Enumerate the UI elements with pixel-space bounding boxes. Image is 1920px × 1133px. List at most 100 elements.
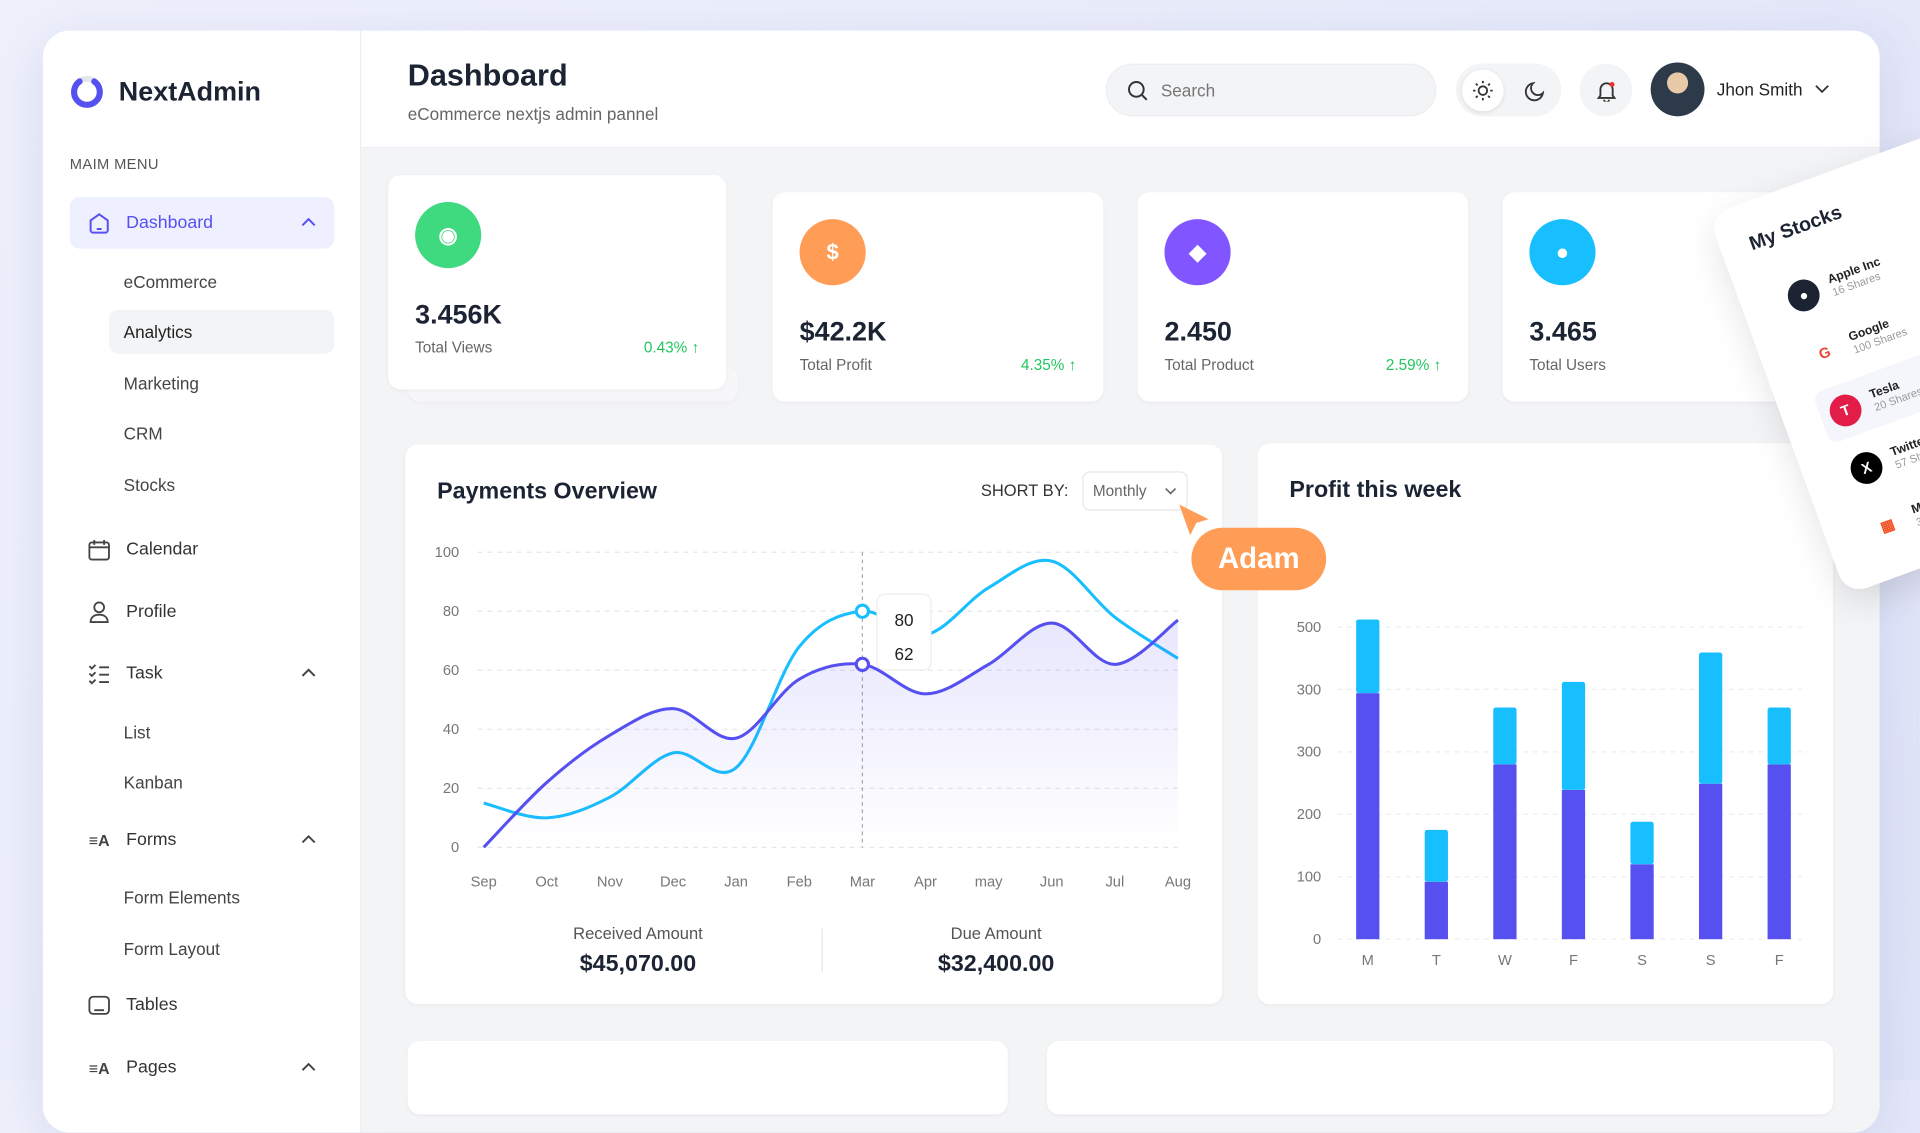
- bar-segment: [1561, 789, 1586, 940]
- bar-segment: [1630, 864, 1654, 940]
- bar-segment: [1356, 693, 1380, 940]
- profit-week-card: Profit this week: [1257, 443, 1834, 1005]
- avatar: [1650, 62, 1705, 117]
- y-tick-label: 0: [451, 840, 459, 856]
- y-tick-label: 100: [1297, 870, 1322, 886]
- y-tick-label: 300: [1297, 745, 1322, 761]
- search-icon: [1128, 80, 1148, 100]
- payments-line-chart: 0 20 40 60 80 100 Sep Oct Nov Dec Jan Feb Mar Apr may J…: [435, 545, 1191, 891]
- x-tick-label: Aug: [1165, 875, 1191, 891]
- received-value: $45,070.00: [579, 951, 697, 978]
- sidebar-subitem-marketing[interactable]: Marketing: [123, 373, 199, 394]
- sidebar-item-label: Pages: [126, 1057, 177, 1078]
- x-tick-label: T: [1432, 953, 1441, 969]
- profit-bar-chart: 0 100 200 300 300 500 M T W F S S F: [1297, 619, 1809, 969]
- sort-value: Monthly: [1092, 482, 1147, 500]
- x-tick-label: S: [1706, 953, 1716, 969]
- sidebar-subitem-kanban[interactable]: Kanban: [123, 772, 183, 793]
- sidebar-subitem-list[interactable]: List: [123, 722, 151, 743]
- stat-label: Total Views: [415, 339, 493, 357]
- series-line: [482, 618, 1179, 849]
- search-box[interactable]: [1105, 63, 1437, 117]
- page-subtitle: eCommerce nextjs admin pannel: [407, 104, 659, 124]
- stocks-title: My Stocks: [1746, 202, 1845, 255]
- forms-icon: ≡A: [88, 830, 110, 850]
- y-tick-label: 20: [443, 781, 459, 797]
- sidebar-subitem-stocks[interactable]: Stocks: [123, 475, 176, 495]
- user-name: Jhon Smith: [1716, 79, 1803, 100]
- theme-toggle[interactable]: [1455, 63, 1562, 117]
- bar-segment: [1356, 619, 1380, 694]
- bar-segment: [1424, 881, 1448, 940]
- x-tick-label: W: [1498, 953, 1512, 969]
- x-tick-label: may: [975, 875, 1003, 891]
- tesla-icon: T: [1825, 390, 1866, 431]
- x-tick-label: Feb: [787, 875, 812, 891]
- stat-value: 3.456K: [415, 298, 502, 330]
- header: Dashboard eCommerce nextjs admin pannel …: [361, 30, 1880, 149]
- sidebar-item-task[interactable]: Task: [70, 648, 334, 699]
- stat-card: $ $42.2K Total Profit 4.35% ↑: [772, 192, 1104, 402]
- sidebar-item-tables[interactable]: Tables: [70, 980, 334, 1031]
- user-menu[interactable]: Jhon Smith: [1650, 62, 1830, 117]
- x-tick-label: Nov: [597, 875, 624, 891]
- box-icon: ◆: [1164, 219, 1231, 286]
- stat-value: 2.450: [1164, 315, 1232, 347]
- sidebar-subitem-ecommerce[interactable]: eCommerce: [123, 271, 218, 292]
- y-tick-label: 0: [1313, 932, 1321, 948]
- bottom-card: [407, 1040, 1008, 1115]
- data-point: [854, 656, 871, 673]
- sidebar-item-forms[interactable]: ≡A Forms: [70, 814, 334, 865]
- sidebar: NextAdmin MAIM MENU Dashboard eCommerce …: [42, 30, 362, 1133]
- x-tick-label: Jan: [724, 875, 748, 891]
- x-tick-label: Jun: [1040, 875, 1064, 891]
- logo[interactable]: NextAdmin: [70, 75, 261, 109]
- sort-dropdown[interactable]: Monthly: [1082, 471, 1188, 511]
- stock-name: Microsoft: [1909, 484, 1920, 517]
- x-icon: X: [1846, 447, 1887, 489]
- sidebar-item-label: Forms: [126, 830, 177, 850]
- sidebar-item-profile[interactable]: Profile: [70, 587, 334, 638]
- bar-segment: [1698, 783, 1723, 940]
- received-label: Received Amount: [573, 924, 703, 943]
- users-icon: ●: [1529, 219, 1596, 286]
- sidebar-subitem-crm[interactable]: CRM: [123, 423, 163, 444]
- sun-icon[interactable]: [1461, 69, 1504, 111]
- bell-icon: [1596, 81, 1616, 102]
- bar-segment: [1767, 764, 1791, 940]
- search-input[interactable]: [1160, 80, 1406, 100]
- due-label: Due Amount: [950, 924, 1042, 943]
- page-title: Dashboard: [407, 58, 568, 94]
- tooltip-value: 62: [894, 644, 913, 664]
- x-tick-label: Sep: [471, 875, 497, 891]
- sidebar-item-label: Profile: [126, 602, 177, 623]
- divider: [821, 928, 823, 973]
- cursor-arrow-icon: [1179, 504, 1209, 536]
- notification-button[interactable]: [1579, 63, 1633, 117]
- series-area: [483, 620, 1178, 848]
- stat-change: 2.59% ↑: [1385, 356, 1442, 374]
- x-tick-label: Oct: [535, 875, 558, 891]
- sidebar-item-pages[interactable]: ≡A Pages: [70, 1042, 334, 1093]
- bar-segment: [1493, 707, 1517, 765]
- x-tick-label: Jul: [1105, 875, 1124, 891]
- sidebar-subitem-form-layout[interactable]: Form Layout: [123, 939, 220, 959]
- bar-segment: [1767, 707, 1791, 765]
- cursor-label: Adam: [1191, 527, 1327, 591]
- sidebar-subitem-form-elements[interactable]: Form Elements: [123, 887, 240, 908]
- sort-label: SHORT BY:: [980, 481, 1069, 500]
- card-title: Profit this week: [1289, 477, 1462, 504]
- due-value: $32,400.00: [937, 951, 1055, 978]
- moon-icon[interactable]: [1514, 69, 1556, 111]
- sidebar-subitem-analytics[interactable]: Analytics: [108, 309, 335, 354]
- home-icon: [84, 211, 113, 235]
- table-icon: [84, 993, 113, 1017]
- y-tick-label: 60: [443, 663, 459, 679]
- menu-heading: MAIM MENU: [69, 155, 159, 173]
- sidebar-item-label: Calendar: [126, 540, 199, 560]
- sidebar-item-calendar[interactable]: Calendar: [70, 524, 334, 575]
- data-point: [854, 603, 871, 619]
- x-tick-label: F: [1775, 953, 1784, 969]
- sidebar-item-dashboard[interactable]: Dashboard: [69, 197, 335, 249]
- chevron-up-icon: [300, 213, 317, 233]
